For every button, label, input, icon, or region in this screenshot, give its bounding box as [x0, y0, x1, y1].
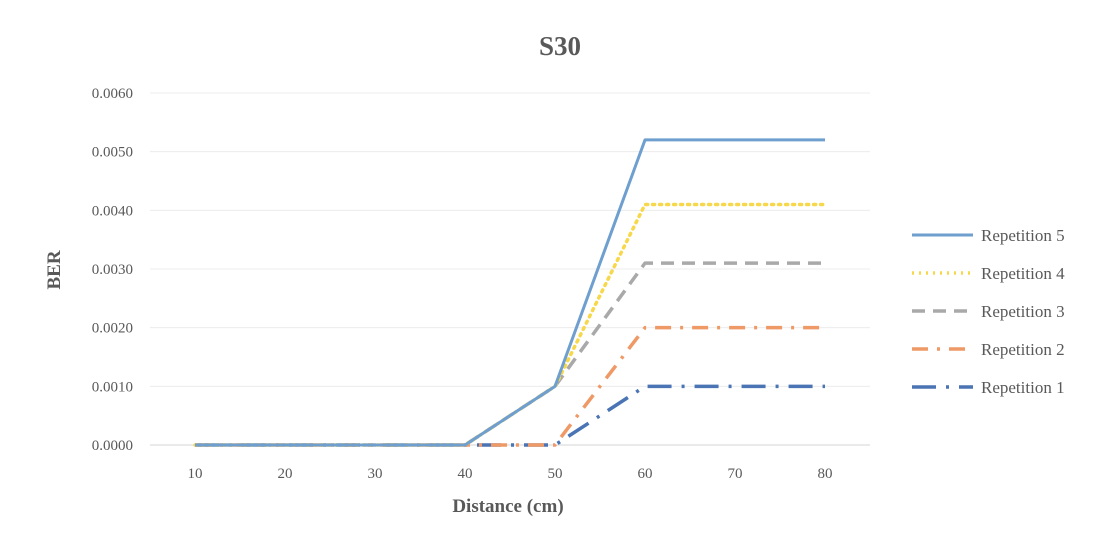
- x-tick-label: 70: [728, 466, 743, 482]
- x-tick-label: 40: [458, 466, 473, 482]
- y-tick-label: 0.0020: [92, 321, 133, 337]
- x-axis-title: Distance (cm): [452, 496, 563, 517]
- y-tick-label: 0.0060: [92, 86, 133, 102]
- series-line: [195, 325, 825, 447]
- y-tick-label: 0.0030: [92, 262, 133, 278]
- x-tick-label: 50: [548, 466, 563, 482]
- legend-label: Repetition 3: [981, 302, 1065, 321]
- y-axis-ticks: 0.0000 0.0010 0.0020 0.0030 0.0040 0.0050 0.00…: [92, 86, 133, 454]
- legend-label: Repetition 4: [981, 264, 1065, 283]
- y-axis-title: BER: [44, 250, 65, 289]
- chart-title: S30: [539, 31, 581, 61]
- y-tick-label: 0.0050: [92, 145, 133, 161]
- legend-label: Repetition 1: [981, 378, 1065, 397]
- y-tick-label: 0.0010: [92, 379, 133, 395]
- legend-label: Repetition 5: [981, 226, 1065, 245]
- series-lines: [193, 138, 827, 447]
- x-tick-label: 20: [278, 466, 293, 482]
- legend-label: Repetition 2: [981, 340, 1065, 359]
- y-tick-label: 0.0040: [92, 203, 133, 219]
- y-tick-label: 0.0000: [92, 438, 133, 454]
- series-line: [195, 138, 825, 447]
- x-tick-label: 30: [368, 466, 383, 482]
- x-tick-label: 80: [818, 466, 833, 482]
- x-tick-label: 60: [638, 466, 653, 482]
- x-axis-ticks: 10 20 30 40 50 60 70 80: [188, 466, 833, 482]
- legend: Repetition 5 Repetition 4 Repetition 3 Repe…: [912, 226, 1065, 397]
- x-tick-label: 10: [188, 466, 203, 482]
